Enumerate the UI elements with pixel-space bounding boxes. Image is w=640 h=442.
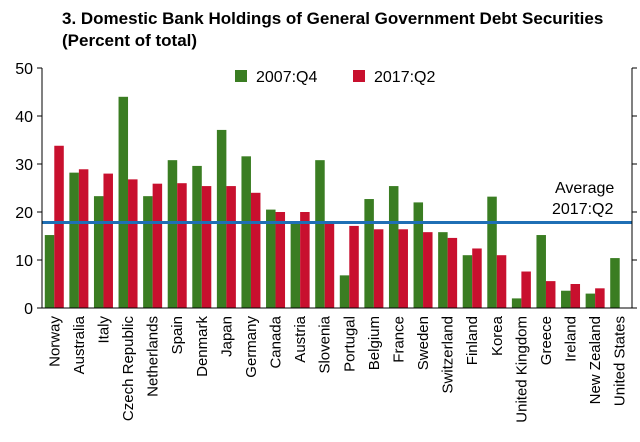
bar-2007q4 (364, 199, 374, 308)
bar-2007q4 (167, 160, 178, 308)
chart-title: 3. Domestic Bank Holdings of General Gov… (62, 9, 603, 28)
x-category-label: Germany (243, 316, 260, 378)
bar-2007q4 (536, 235, 546, 308)
bar-2017q2 (324, 224, 335, 308)
x-category-label: Slovenia (317, 315, 334, 373)
x-category-label: Switzerland (440, 316, 457, 394)
bar-2017q2 (398, 229, 408, 308)
x-category-label: Portugal (341, 316, 358, 372)
legend-swatch-2017q2 (353, 70, 365, 82)
bar-2007q4 (610, 258, 620, 308)
bar-2017q2 (472, 248, 482, 308)
y-axis: 0 10 20 30 40 50 (15, 61, 637, 318)
x-category-label: United Kingdom (513, 316, 530, 423)
x-category-label: Netherlands (145, 316, 162, 397)
y-tick-label: 20 (15, 205, 33, 222)
bar-2017q2 (54, 145, 64, 308)
x-category-label: Spain (169, 316, 186, 354)
bar-2007q4 (315, 160, 325, 308)
y-tick-label: 50 (15, 61, 33, 78)
x-category-label: Australia (71, 315, 88, 374)
x-category-label: United States (612, 316, 629, 406)
y-tick-label: 30 (15, 157, 33, 174)
bar-2007q4 (339, 275, 350, 308)
bar-2017q2 (78, 169, 89, 308)
bar-2017q2 (275, 212, 286, 308)
bar-2007q4 (462, 255, 473, 308)
bar-2017q2 (447, 237, 458, 308)
bar-2017q2 (349, 225, 359, 308)
bar-2007q4 (143, 196, 153, 308)
bar-2017q2 (226, 186, 236, 308)
bar-2007q4 (69, 172, 79, 308)
x-category-label: Finland (464, 316, 481, 365)
x-category-label: Canada (268, 315, 285, 368)
bar-2007q4 (561, 290, 571, 308)
legend: 2007:Q4 2017:Q2 (235, 69, 435, 86)
x-category-label: Denmark (194, 316, 211, 377)
bar-2017q2 (250, 192, 261, 308)
x-category-label: Italy (95, 316, 112, 344)
x-category-label: Greece (538, 316, 555, 365)
x-category-label: Sweden (415, 316, 432, 370)
x-category-label: Norway (46, 316, 63, 367)
average-label-line1: Average (555, 180, 614, 197)
y-tick-label: 10 (15, 253, 33, 270)
bar-2007q4 (93, 196, 104, 308)
bar-2017q2 (595, 288, 605, 308)
legend-swatch-2007q4 (235, 70, 247, 82)
x-axis-labels: Norway Australia Italy Czech Republic Nether… (46, 315, 628, 422)
x-category-label: Ireland (563, 316, 580, 362)
legend-label-2007q4: 2007:Q4 (256, 69, 317, 86)
bar-2017q2 (521, 271, 531, 308)
bar-2017q2 (545, 281, 556, 308)
bar-2017q2 (300, 212, 310, 308)
x-category-label: France (390, 316, 407, 363)
bars (44, 96, 620, 308)
bar-2007q4 (585, 293, 596, 308)
x-category-label: Korea (489, 315, 506, 356)
bar-2007q4 (241, 156, 251, 308)
bar-2007q4 (438, 232, 448, 308)
bar-2017q2 (152, 183, 163, 308)
bar-2007q4 (216, 129, 227, 308)
bar-2017q2 (177, 183, 187, 308)
bar-2007q4 (487, 196, 497, 308)
bar-2017q2 (373, 229, 384, 308)
x-category-label: New Zealand (587, 316, 604, 404)
x-category-label: Belgium (366, 316, 383, 370)
legend-label-2017q2: 2017:Q2 (374, 69, 435, 86)
x-category-label: Austria (292, 315, 309, 362)
bar-2007q4 (44, 235, 55, 308)
bar-2007q4 (388, 186, 399, 308)
average-label-line2: 2017:Q2 (552, 201, 613, 218)
bar-2017q2 (570, 284, 581, 308)
bar-2017q2 (103, 173, 113, 308)
bar-2007q4 (413, 202, 424, 308)
bar-2017q2 (201, 186, 212, 308)
x-category-label: Japan (218, 316, 235, 357)
bar-2007q4 (192, 165, 202, 308)
y-tick-label: 0 (24, 301, 33, 318)
bar-2007q4 (511, 298, 522, 308)
bar-2007q4 (118, 96, 129, 308)
chart-subtitle: (Percent of total) (62, 31, 197, 50)
bar-2017q2 (496, 255, 507, 308)
bar-2017q2 (128, 179, 138, 308)
bar-2017q2 (423, 232, 433, 308)
y-tick-label: 40 (15, 109, 33, 126)
bar-2007q4 (266, 209, 276, 308)
bar-2007q4 (290, 221, 301, 308)
x-category-label: Czech Republic (120, 316, 137, 422)
